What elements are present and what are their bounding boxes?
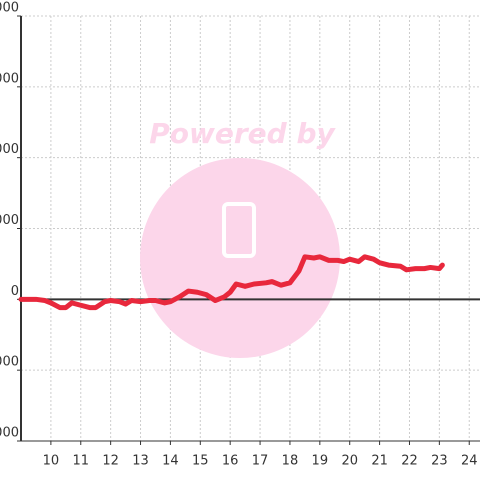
y-tick-label: 9,000 [0,71,19,86]
y-tick-label: 0 [11,284,19,299]
x-tick-label: 18 [282,454,299,469]
x-tick-label: 14 [162,454,179,469]
watermark-icon [222,202,256,258]
x-tick-label: 21 [371,454,388,469]
x-tick-label: 15 [192,454,209,469]
watermark-text: Powered by [149,117,336,150]
x-tick-label: 20 [341,454,358,469]
x-tick-label: 10 [43,454,60,469]
y-tick-label: -6,000 [0,426,19,441]
x-tick-label: 24 [461,454,478,469]
x-tick-label: 16 [222,454,239,469]
watermark: Powered by [140,117,340,358]
x-tick-label: 22 [401,454,418,469]
y-tick-label: 6,000 [0,142,19,157]
y-tick-label: 12,000 [0,1,19,16]
data-line [18,254,445,311]
x-tick-label: 11 [72,454,89,469]
y-tick-label: -3,000 [0,355,19,370]
x-tick-label: 12 [102,454,119,469]
x-tick-label: 19 [312,454,329,469]
y-tick-label: 3,000 [0,213,19,228]
x-tick-label: 23 [431,454,448,469]
x-tick-label: 17 [252,454,269,469]
x-tick-label: 13 [132,454,149,469]
